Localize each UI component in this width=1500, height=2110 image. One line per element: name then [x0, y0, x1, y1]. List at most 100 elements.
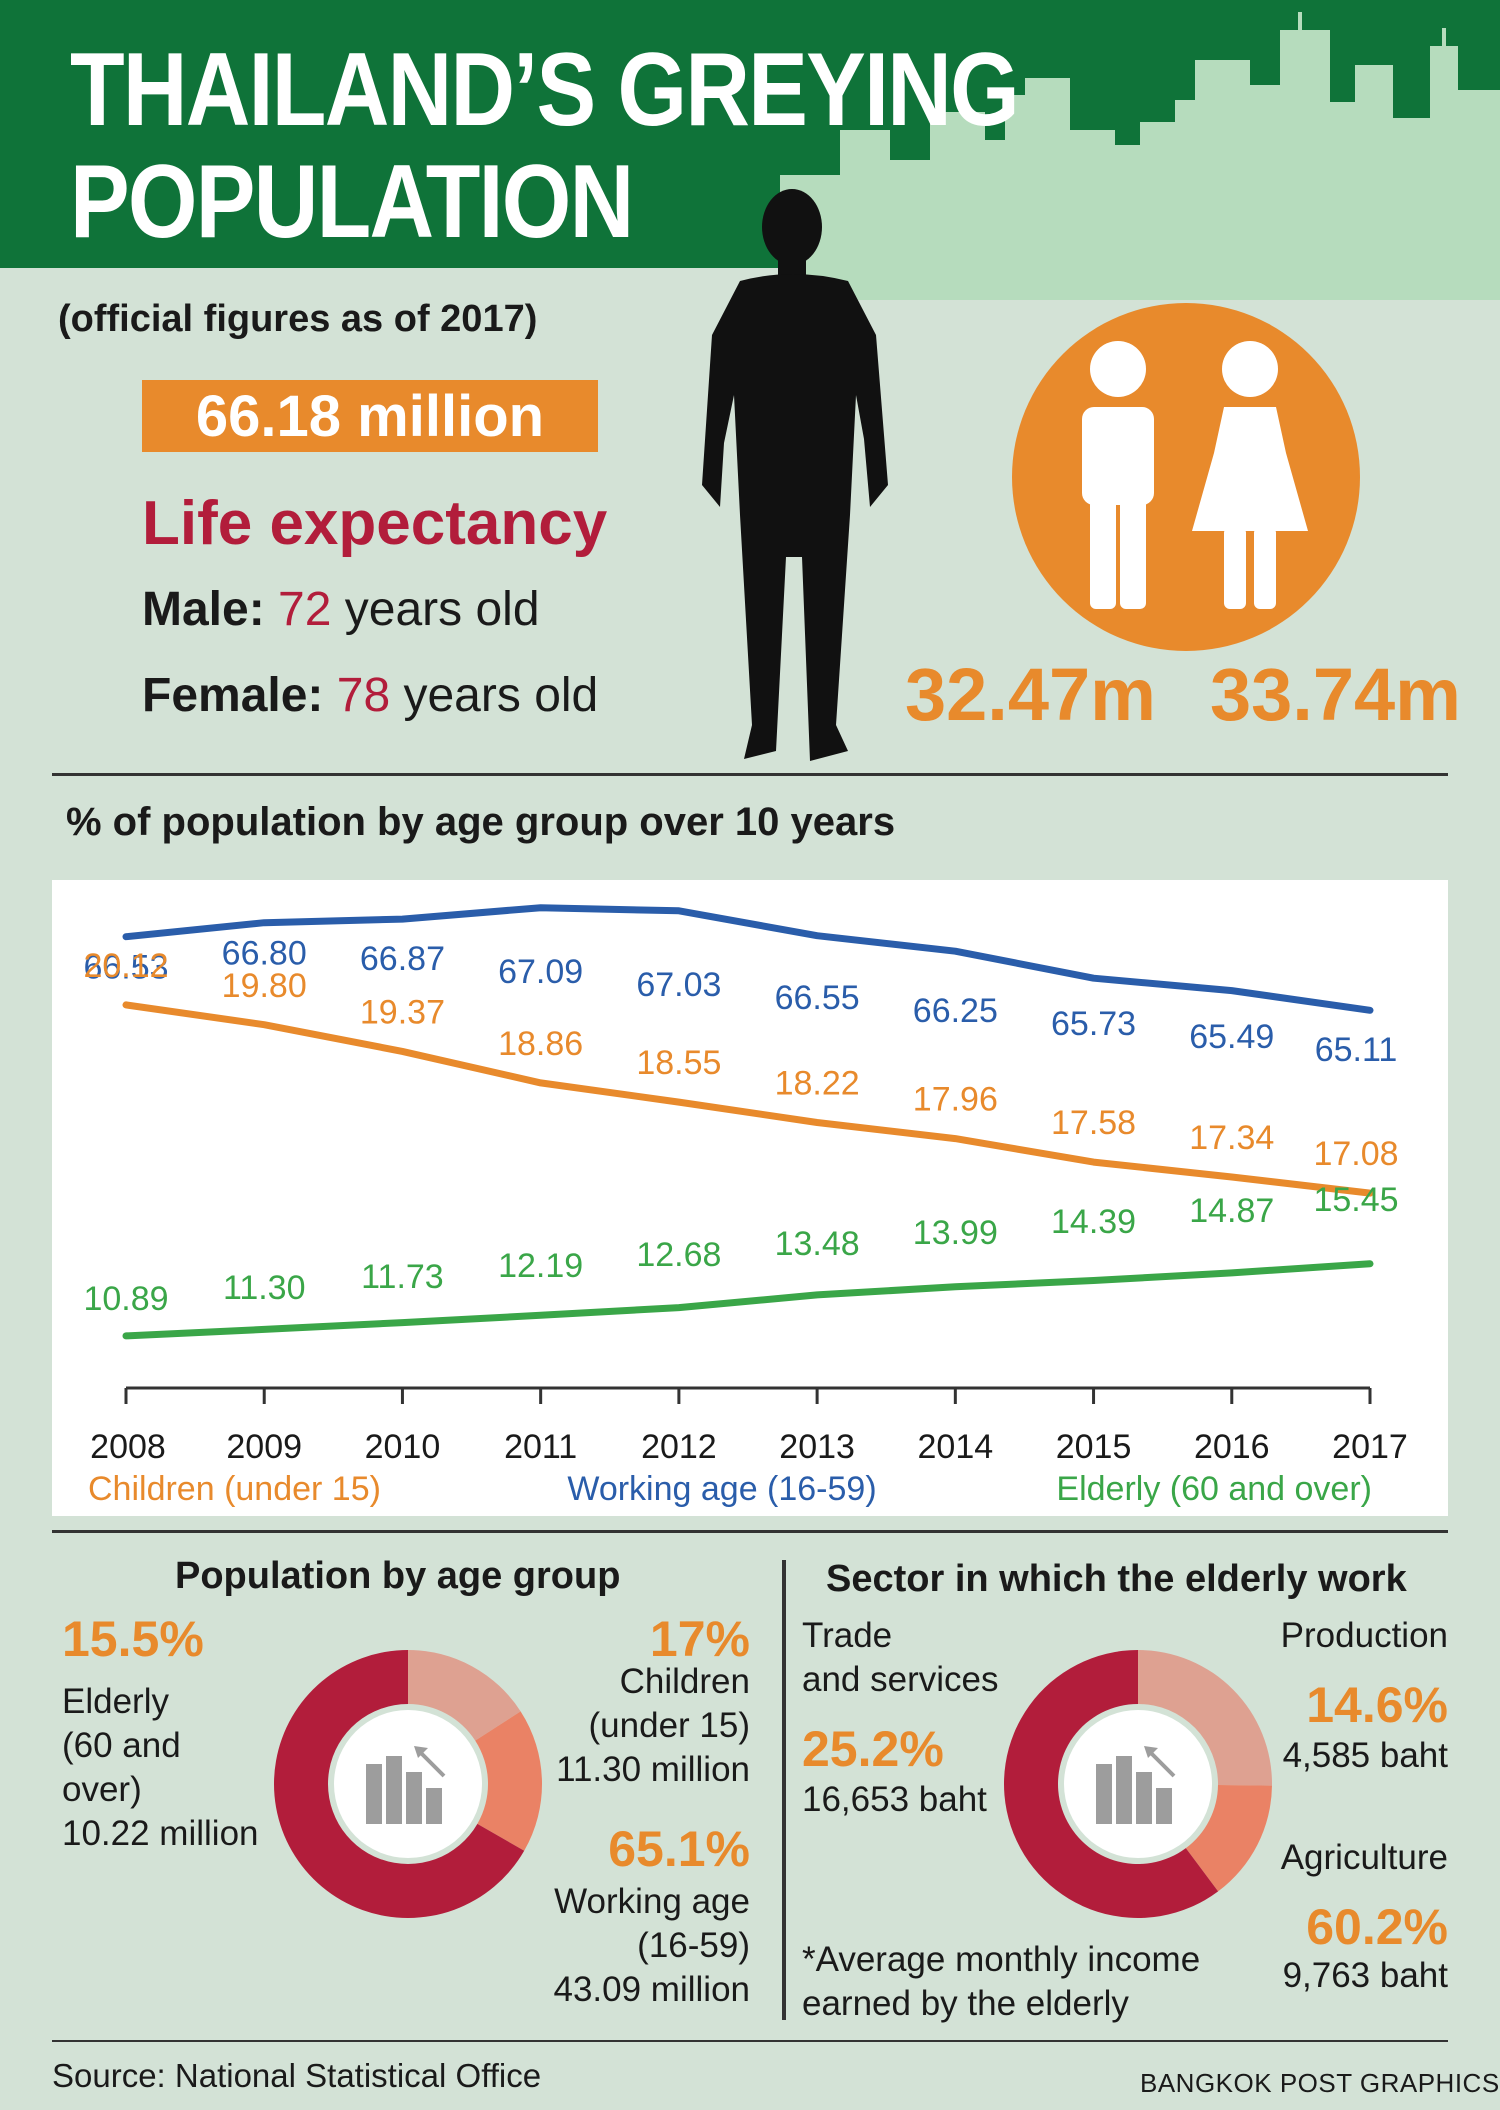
- children-population: 11.30 million: [556, 1750, 750, 1789]
- trade-label-line: Trade: [802, 1616, 893, 1655]
- data-label: 14.87: [1189, 1192, 1274, 1230]
- female-population-value: 33.74m: [1210, 653, 1461, 736]
- donut-slice: [1185, 1785, 1272, 1892]
- elderly-label: Elderly (60 and over) 10.22 million: [62, 1680, 259, 1856]
- data-label: 65.11: [1315, 1031, 1398, 1069]
- data-label: 20.12: [83, 947, 168, 985]
- data-label: 17.34: [1189, 1119, 1274, 1157]
- elderly-population: 10.22 million: [62, 1814, 259, 1853]
- data-label: 65.49: [1189, 1018, 1274, 1056]
- data-label: 17.96: [913, 1081, 998, 1119]
- data-label: 17.58: [1051, 1104, 1136, 1142]
- x-tick-label: 2013: [779, 1428, 855, 1466]
- data-label: 66.55: [775, 979, 860, 1017]
- data-label: 19.80: [222, 967, 307, 1005]
- data-label: 18.22: [775, 1065, 860, 1103]
- trade-label-line: and services: [802, 1660, 999, 1699]
- data-label: 66.25: [913, 992, 998, 1030]
- footer-divider: [52, 2040, 1448, 2042]
- life-expectancy-title: Life expectancy: [142, 489, 608, 558]
- elderly-label-line: Elderly: [62, 1682, 169, 1721]
- production-income: 4,585 baht: [1282, 1736, 1448, 1775]
- male-figure-icon: [1082, 341, 1154, 609]
- elderly-pct: 15.5%: [62, 1611, 204, 1667]
- total-population-badge: 66.18 million: [142, 380, 598, 452]
- data-label: 18.55: [636, 1044, 721, 1082]
- male-years: 72: [278, 583, 332, 636]
- age-group-donut: [274, 1650, 542, 1918]
- working-label: Working age (16-59) 43.09 million: [520, 1880, 751, 2012]
- x-tick-label: 2010: [365, 1428, 441, 1466]
- data-label: 66.53: [83, 949, 168, 987]
- male-life-expectancy: Male: 72 years old: [142, 582, 540, 637]
- line-chart-title: % of population by age group over 10 yea…: [66, 800, 896, 844]
- page-title-line2: POPULATION: [70, 144, 634, 260]
- subtitle: (official figures as of 2017): [58, 298, 538, 340]
- elderly-label-line: over): [62, 1770, 142, 1809]
- data-label: 19.37: [360, 993, 445, 1031]
- x-tick-label: 2015: [1056, 1428, 1132, 1466]
- agriculture-label: Agriculture: [1280, 1838, 1448, 1877]
- male-label: Male:: [142, 583, 265, 636]
- x-tick-label: 2008: [90, 1428, 166, 1466]
- bottom-divider: [782, 1560, 786, 2020]
- data-label: 67.09: [498, 953, 583, 991]
- working-population: 43.09 million: [553, 1970, 751, 2009]
- agriculture-income: 9,763 baht: [1282, 1956, 1448, 1995]
- data-label: 11.73: [361, 1258, 444, 1296]
- data-label: 67.03: [636, 966, 721, 1004]
- female-life-expectancy: Female: 78 years old: [142, 668, 598, 723]
- x-tick-label: 2009: [226, 1428, 302, 1466]
- x-tick-label: 2011: [504, 1428, 577, 1466]
- agriculture-pct: 60.2%: [1306, 1899, 1448, 1955]
- bar-chart-icon: [366, 1746, 446, 1824]
- footnote-line: earned by the elderly: [802, 1984, 1129, 2023]
- female-years-suffix: years old: [390, 669, 599, 722]
- page-title-line1: THAILAND’S GREYING: [70, 32, 1020, 148]
- data-label: 13.99: [913, 1214, 998, 1252]
- data-label: 66.87: [360, 940, 445, 978]
- section-divider: [52, 773, 1448, 776]
- trade-income: 16,653 baht: [802, 1780, 987, 1819]
- female-figure-icon: [1192, 341, 1308, 609]
- female-label: Female:: [142, 669, 324, 722]
- x-tick-label: 2017: [1332, 1428, 1408, 1466]
- trade-label: Trade and services: [802, 1614, 998, 1702]
- bar-chart-icon: [1096, 1746, 1176, 1824]
- income-footnote: *Average monthly income earned by the el…: [802, 1938, 1200, 2026]
- x-tick-label: 2016: [1194, 1428, 1270, 1466]
- production-label: Production: [1280, 1616, 1448, 1655]
- donut-slice: [408, 1650, 521, 1741]
- source-note: Source: National Statistical Office: [52, 2057, 542, 2094]
- data-label: 17.08: [1313, 1135, 1398, 1173]
- data-label: 15.45: [1313, 1181, 1398, 1219]
- data-label: 10.89: [83, 1280, 168, 1318]
- data-label: 66.80: [222, 935, 307, 973]
- legend-item: Elderly (60 and over): [1056, 1470, 1372, 1508]
- footnote-line: *Average monthly income: [802, 1940, 1201, 1979]
- data-label: 18.86: [498, 1025, 583, 1063]
- city-skyline: [780, 12, 1500, 300]
- production-pct: 14.6%: [1306, 1677, 1448, 1733]
- trade-pct: 25.2%: [802, 1721, 944, 1777]
- donut-slice: [475, 1711, 542, 1851]
- gender-split-circle: [1012, 303, 1360, 651]
- data-label: 14.39: [1051, 1203, 1136, 1241]
- sector-title: Sector in which the elderly work: [826, 1558, 1407, 1600]
- legend-item: Working age (16-59): [567, 1470, 876, 1508]
- graphics-credit: BANGKOK POST GRAPHICS: [1140, 2068, 1500, 2098]
- donut-slice: [274, 1650, 525, 1918]
- elderly-label-line: (60 and: [62, 1726, 181, 1765]
- series-line: [122, 1260, 1374, 1340]
- donut-slice: [1004, 1650, 1219, 1918]
- children-pct: 17%: [649, 1611, 750, 1667]
- working-label-line: Working age: [554, 1882, 750, 1921]
- data-label: 12.68: [636, 1236, 721, 1274]
- male-population-value: 32.47m: [905, 653, 1156, 736]
- x-tick-label: 2014: [918, 1428, 994, 1466]
- series-line: [122, 1001, 1374, 1197]
- elderly-man-silhouette: [702, 189, 888, 761]
- data-label: 13.48: [775, 1225, 860, 1263]
- gender-icons: [1082, 341, 1308, 609]
- donut-slice: [1138, 1650, 1272, 1786]
